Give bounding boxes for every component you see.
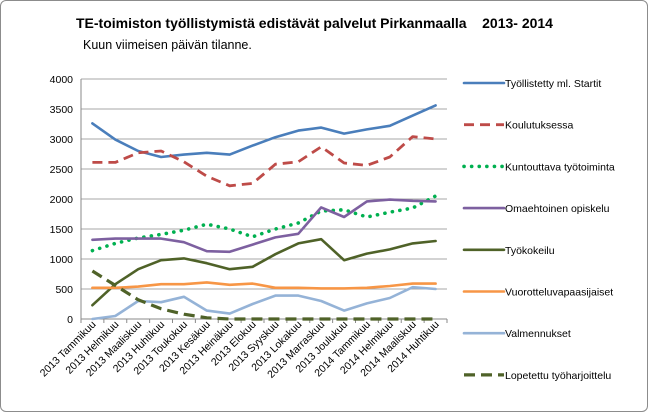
series-line-3 — [90, 194, 438, 253]
y-tick-label: 4000 — [50, 74, 74, 86]
y-tick-label: 3500 — [50, 104, 74, 116]
x-axis-tick-marks — [80, 319, 448, 323]
y-tick-label: 500 — [55, 284, 73, 296]
y-tick-label: 1000 — [50, 254, 74, 266]
y-tick-label: 2000 — [50, 194, 74, 206]
y-tick-label: 2500 — [50, 164, 74, 176]
series-line-8 — [91, 269, 436, 321]
legend-label-5: Työkokeilu — [505, 245, 555, 257]
chart-title: TE-toimiston työllistymistä edistävät pa… — [76, 15, 553, 31]
y-tick-label: 1500 — [50, 224, 74, 236]
legend: Työllistetty ml. Startit Koulutuksessa Kun… — [462, 78, 615, 382]
legend-label-6: Vuorotteluvapaasijaiset — [505, 287, 613, 299]
series-line-4 — [91, 198, 437, 254]
y-tick-label: 0 — [67, 314, 73, 326]
legend-label-3: Kuntouttava työtoiminta — [505, 161, 615, 173]
series-line-6 — [91, 281, 437, 290]
legend-label-2: Koulutuksessa — [505, 120, 573, 132]
series-group — [90, 104, 438, 321]
y-axis-ticks: 0 500 1000 1500 2000 2500 3000 3500 4000 — [50, 74, 74, 326]
series-line-1 — [91, 104, 437, 159]
series-line-5 — [91, 237, 437, 307]
chart-subtitle: Kuun viimeisen päivän tilanne. — [83, 38, 252, 52]
legend-label-7: Valmennukset — [505, 328, 571, 340]
series-line-7 — [91, 285, 437, 321]
legend-label-1: Työllistetty ml. Startit — [505, 78, 601, 90]
series-line-2 — [92, 135, 436, 188]
legend-label-4: Omaehtoinen opiskelu — [505, 203, 610, 215]
legend-label-8: Lopetettu työharjoittelu — [505, 370, 611, 382]
y-tick-label: 3000 — [50, 134, 74, 146]
